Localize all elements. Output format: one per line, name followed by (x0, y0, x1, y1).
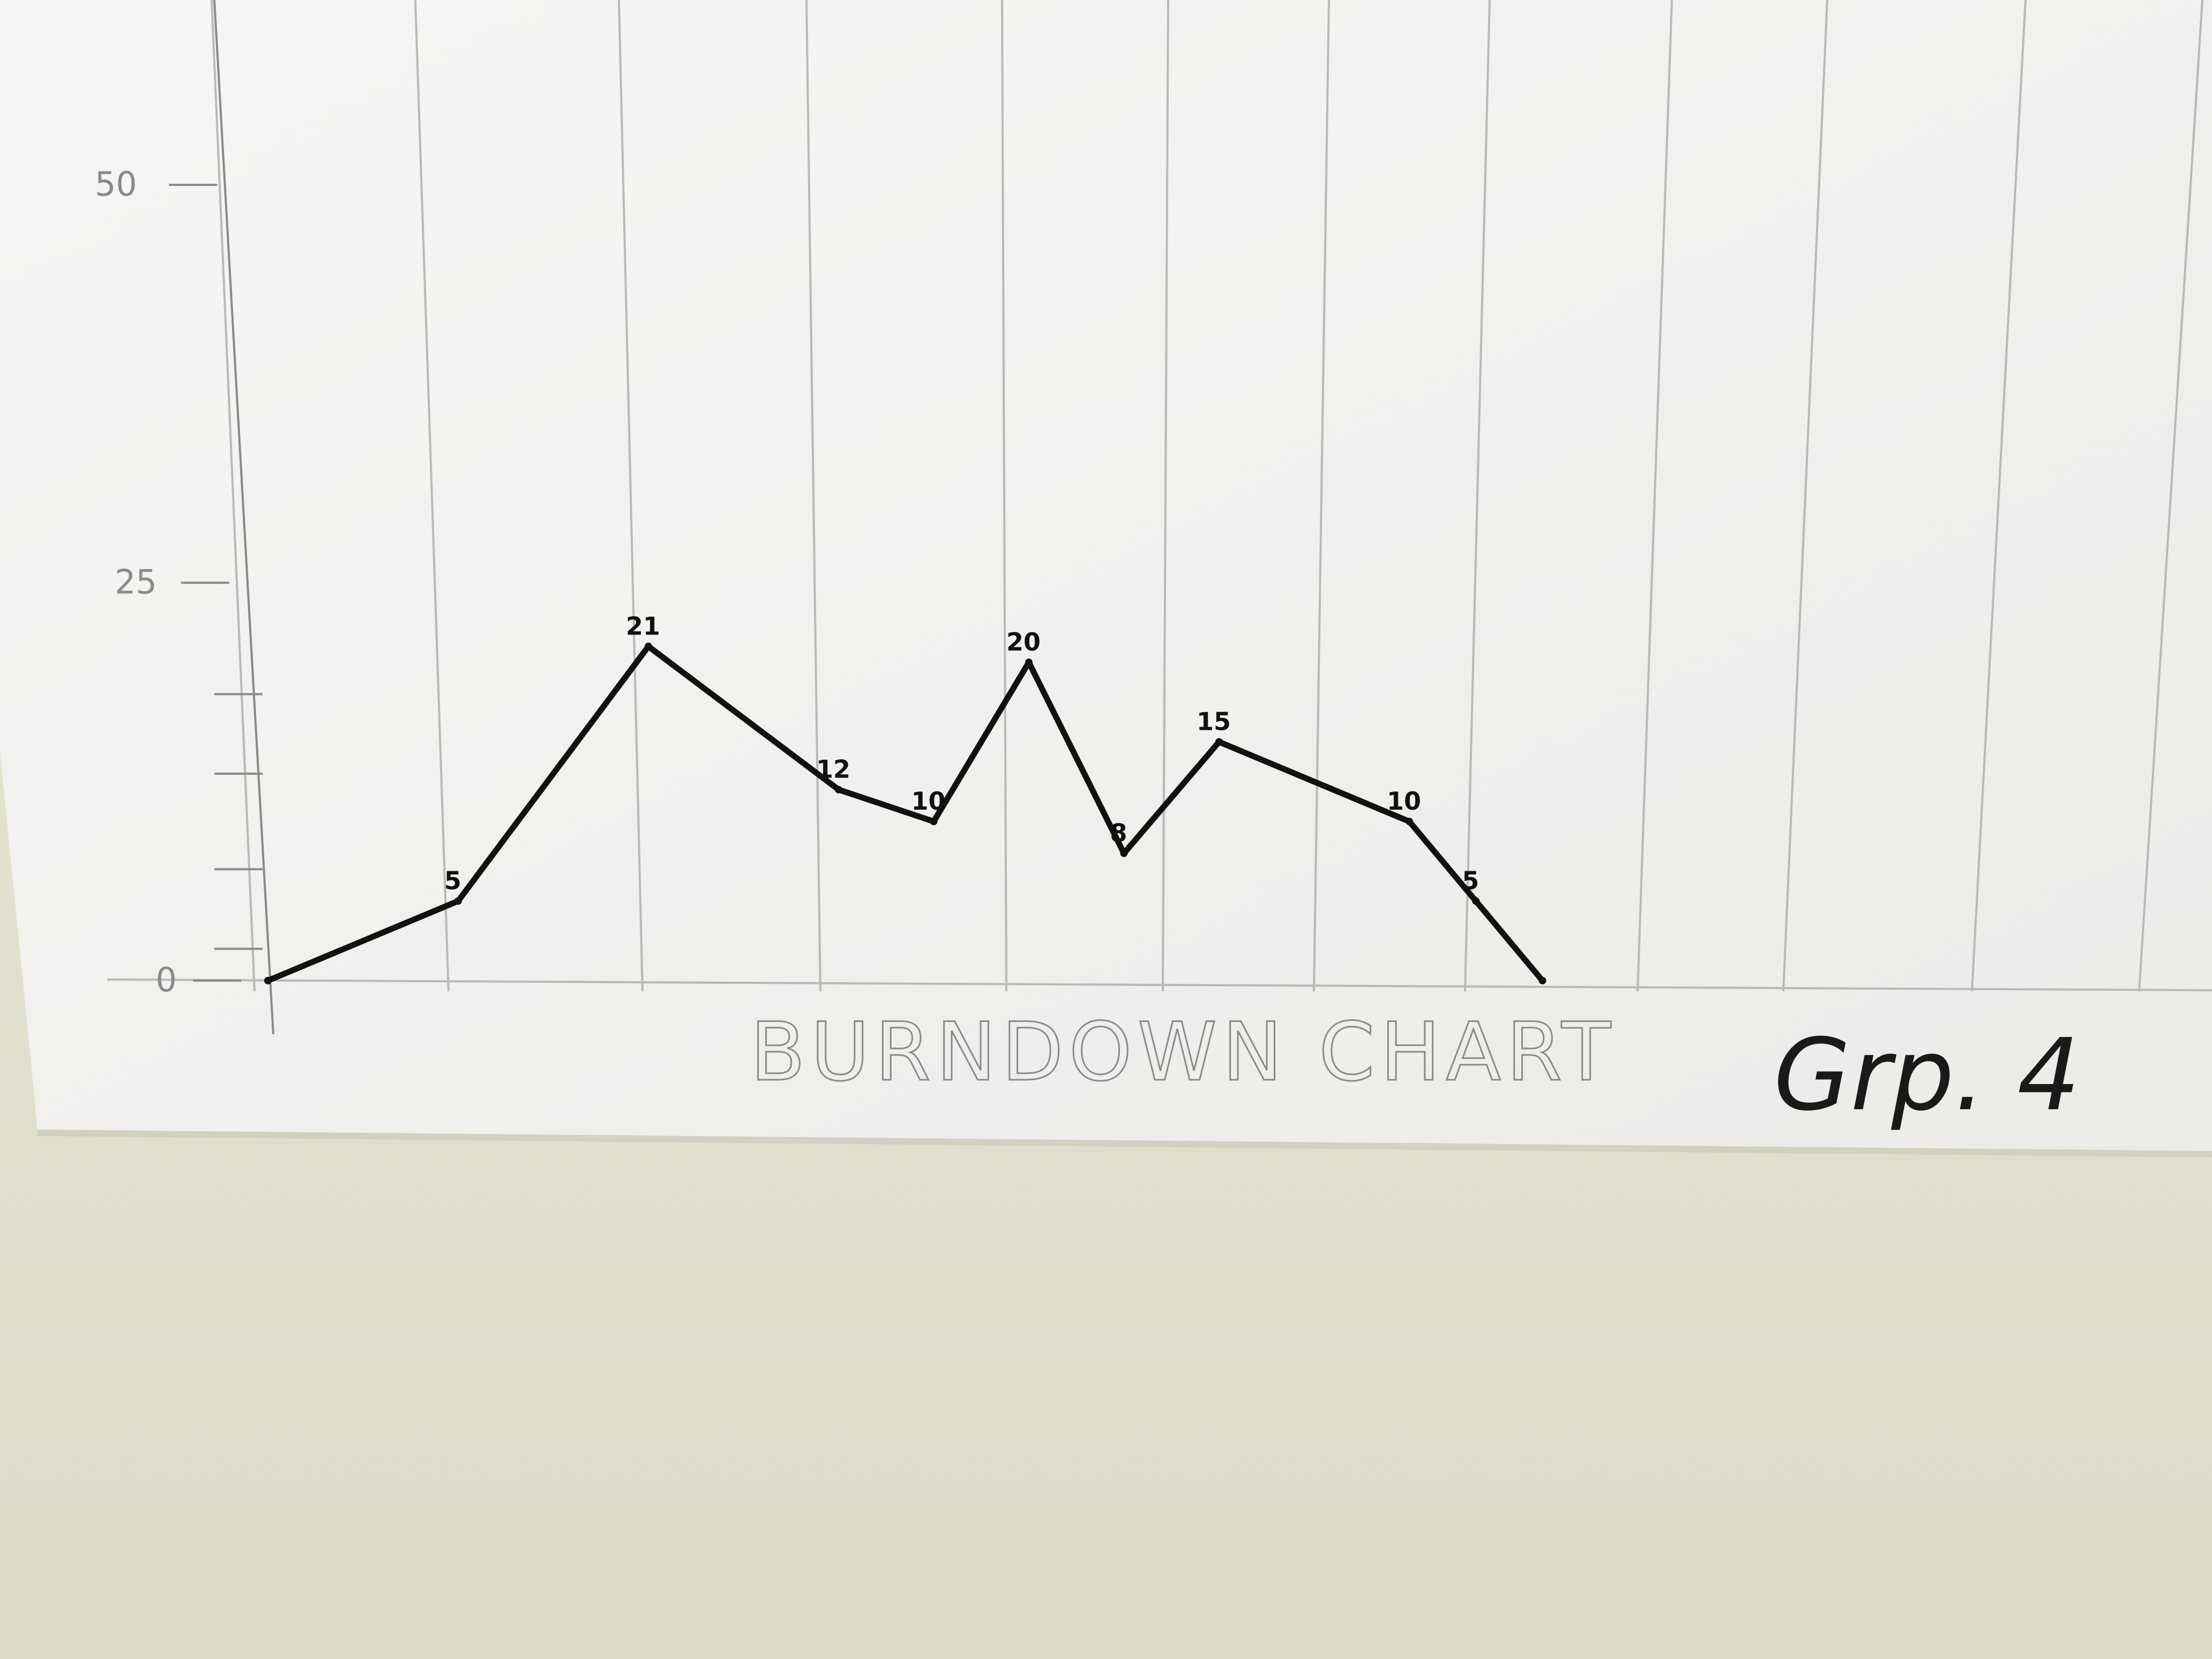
data-point (1025, 659, 1033, 666)
data-label: 8 (1110, 818, 1127, 847)
y-tick-label: 0 (156, 960, 177, 999)
data-point (1215, 738, 1223, 746)
grid-line (1971, 0, 2027, 992)
grid-line (2138, 0, 2203, 992)
grid-line (1162, 0, 1169, 992)
grid-line (1782, 0, 1828, 992)
grid-line (805, 0, 821, 992)
chart-title: BURNDOWN CHART (750, 1006, 1616, 1099)
grid-line (1313, 0, 1330, 992)
burndown-series: 5 21 12 10 20 8 15 10 5 (264, 611, 1546, 984)
y-tick-label: 50 (95, 165, 137, 204)
grid-line (211, 0, 256, 992)
data-point (645, 642, 652, 651)
data-label: 5 (444, 866, 461, 895)
group-label: Grp. 4 (1774, 1017, 2080, 1133)
paper-edge-shadow (38, 1130, 2212, 1157)
grid-line (618, 0, 644, 992)
data-point (454, 897, 462, 905)
data-label: 10 (911, 787, 945, 816)
data-label: 20 (1006, 627, 1041, 656)
data-label: 10 (1387, 787, 1421, 816)
data-label: 5 (1462, 866, 1479, 895)
y-tick-label: 25 (115, 563, 157, 602)
data-point (1120, 849, 1128, 857)
grid-line (1636, 0, 1673, 992)
data-point (1472, 897, 1480, 905)
data-point (1538, 977, 1546, 984)
data-label: 21 (626, 611, 660, 640)
paper-sheet (0, 0, 2212, 1151)
data-point (1406, 818, 1413, 825)
data-point (930, 818, 938, 825)
data-point (835, 786, 842, 794)
baseline-rule (107, 978, 2212, 991)
vertical-grid-lines (107, 0, 2212, 992)
grid-line (414, 0, 450, 992)
grid-line (1464, 0, 1491, 992)
grid-line (1001, 0, 1007, 992)
data-label: 12 (816, 755, 850, 784)
y-axis: 0 25 50 (95, 0, 274, 1035)
data-label: 15 (1197, 707, 1231, 736)
data-point (264, 977, 272, 984)
y-axis-line (213, 0, 274, 1035)
